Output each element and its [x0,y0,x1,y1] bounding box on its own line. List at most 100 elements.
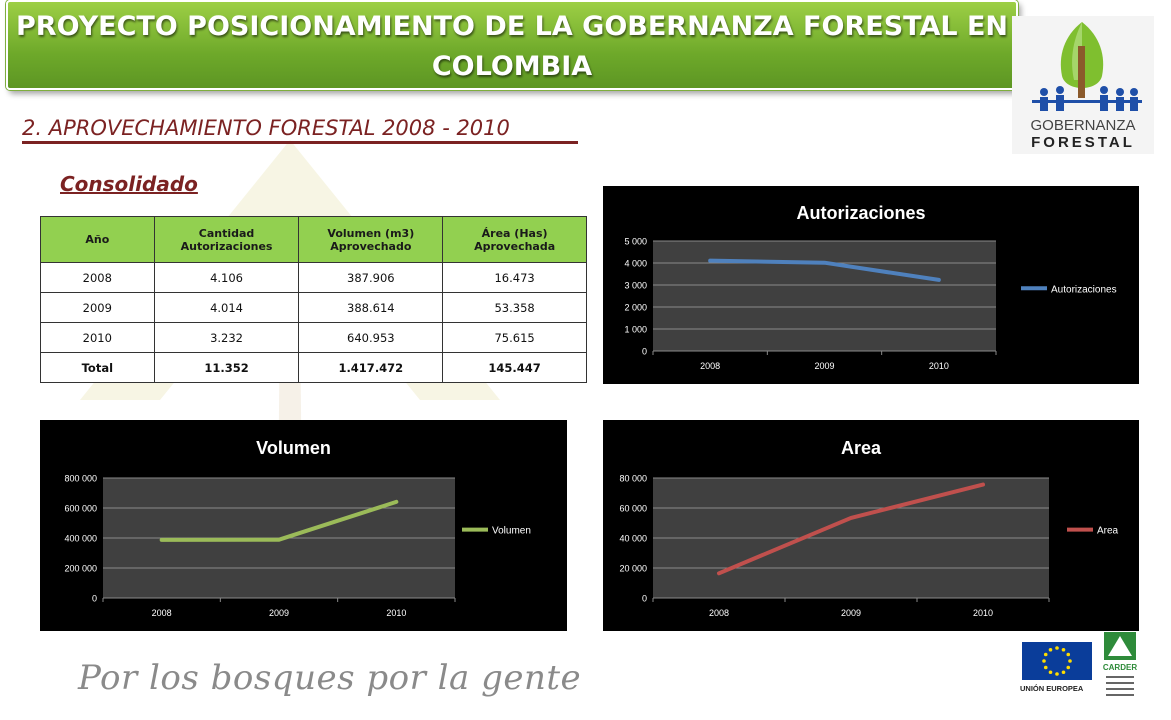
table-row: 2008 4.106 387.906 16.473 [40,262,587,293]
eu-star-icon [1061,670,1066,675]
header-authorizations: Cantidad Autorizaciones [153,216,300,263]
total-volume: 1.417.472 [298,352,444,383]
cell-year: 2008 [40,262,155,293]
header-year: Año [40,216,155,263]
eu-star-icon [1043,665,1048,670]
eu-star-icon [1048,670,1053,675]
chart-title: Area [841,438,882,458]
table-row: 2009 4.014 388.614 53.358 [40,292,587,323]
y-tick-label: 5 000 [624,237,647,247]
x-tick-label: 2010 [929,361,949,371]
data-point [278,539,280,541]
header-volume: Volumen (m3) Aprovechado [298,216,444,263]
y-tick-label: 200 000 [64,564,97,574]
x-tick-label: 2010 [973,608,993,618]
eu-star-icon [1055,646,1059,650]
page-title-banner: PROYECTO POSICIONAMIENTO DE LA GOBERNANZ… [6,0,1018,90]
data-point [850,517,852,519]
chart-area: Area 0 20 000 40 000 60 000 80 000 2008 2009 201… [603,420,1139,631]
eu-star-icon [1066,652,1071,657]
eu-star-icon [1066,665,1071,670]
slogan-text: Por los bosques por la gente [78,658,582,698]
chart-area-svg: Area 0 20 000 40 000 60 000 80 000 2008 2009 201… [619,438,1119,618]
chart-volumen: Volumen 0 200 000 400 000 600 000 800 000 2008… [40,420,567,631]
carder-label: CARDER [1103,663,1137,672]
cell-volume: 388.614 [298,292,444,323]
legend-label: Area [1097,526,1119,537]
cell-area: 16.473 [442,262,587,293]
y-tick-label: 4 000 [624,259,647,269]
total-authorizations: 11.352 [153,352,300,383]
x-tick-label: 2009 [269,608,289,618]
y-tick-label: 20 000 [619,564,647,574]
title-line-1: PROYECTO POSICIONAMIENTO DE LA GOBERNANZ… [16,11,1008,42]
eu-flag-logo [1022,642,1092,680]
consolidated-table: Año Cantidad Autorizaciones Volumen (m3)… [40,216,587,383]
chart-title: Autorizaciones [796,203,925,223]
cell-volume: 387.906 [298,262,444,293]
y-tick-label: 0 [92,594,97,604]
cell-year: 2010 [40,322,155,353]
eu-star-icon [1048,647,1053,652]
cell-volume: 640.953 [298,322,444,353]
eu-label: UNIÓN EUROPEA [1020,684,1084,693]
tree-people-icon: GOBERNANZA FORESTAL [1030,22,1142,151]
data-point [709,260,711,262]
chart-title: Volumen [256,438,331,458]
x-tick-label: 2009 [814,361,834,371]
eu-stars-icon [1042,646,1072,676]
table-total-row: Total 11.352 1.417.472 145.447 [40,352,587,383]
legend-label: Volumen [492,526,531,537]
cell-authorizations: 4.106 [153,262,300,293]
x-tick-label: 2008 [152,608,172,618]
total-label: Total [40,352,155,383]
y-tick-label: 600 000 [64,504,97,514]
plot-area [653,241,996,351]
data-point [718,572,720,574]
y-tick-label: 40 000 [619,534,647,544]
data-point [938,279,940,281]
gobernanza-forestal-logo: GOBERNANZA FORESTAL [1012,16,1154,154]
y-tick-label: 3 000 [624,281,647,291]
logo-line-1: GOBERNANZA [1030,117,1135,134]
header-area: Área (Has) Aprovechada [442,216,587,263]
y-tick-label: 2 000 [624,303,647,313]
x-tick-label: 2008 [700,361,720,371]
y-tick-label: 0 [642,347,647,357]
cell-authorizations: 3.232 [153,322,300,353]
total-area: 145.447 [442,352,587,383]
x-tick-label: 2009 [841,608,861,618]
y-tick-label: 800 000 [64,474,97,484]
logo-line-2: FORESTAL [1031,134,1135,151]
y-tick-label: 1 000 [624,325,647,335]
table-row: 2010 3.232 640.953 75.615 [40,322,587,353]
data-point [982,484,984,486]
table-header-row: Año Cantidad Autorizaciones Volumen (m3)… [40,216,587,263]
data-point [161,539,163,541]
cell-year: 2009 [40,292,155,323]
eu-star-icon [1061,647,1066,652]
x-tick-label: 2010 [386,608,406,618]
chart-autorizaciones-svg: Autorizaciones 0 1 000 2 000 3 000 4 000 5 000… [624,203,1116,371]
x-tick-label: 2008 [709,608,729,618]
section-title: 2. APROVECHAMIENTO FORESTAL 2008 - 2010 [22,116,578,144]
chart-autorizaciones: Autorizaciones 0 1 000 2 000 3 000 4 000 5 000… [603,186,1139,384]
eu-star-icon [1055,672,1059,676]
cell-authorizations: 4.014 [153,292,300,323]
y-tick-label: 60 000 [619,504,647,514]
data-point [824,262,825,264]
cell-area: 53.358 [442,292,587,323]
section-subtitle: Consolidado [60,172,198,196]
carder-logo: CARDER [1102,630,1138,710]
chart-volumen-svg: Volumen 0 200 000 400 000 600 000 800 000 2008… [64,438,531,618]
title-line-2: COLOMBIA [431,51,593,82]
y-tick-label: 0 [642,594,647,604]
y-tick-label: 80 000 [619,474,647,484]
eu-star-icon [1043,652,1048,657]
cell-area: 75.615 [442,322,587,353]
carder-icon: CARDER [1103,632,1137,696]
y-tick-label: 400 000 [64,534,97,544]
data-point [395,501,397,503]
eu-star-icon [1042,659,1046,663]
eu-star-icon [1068,659,1072,663]
